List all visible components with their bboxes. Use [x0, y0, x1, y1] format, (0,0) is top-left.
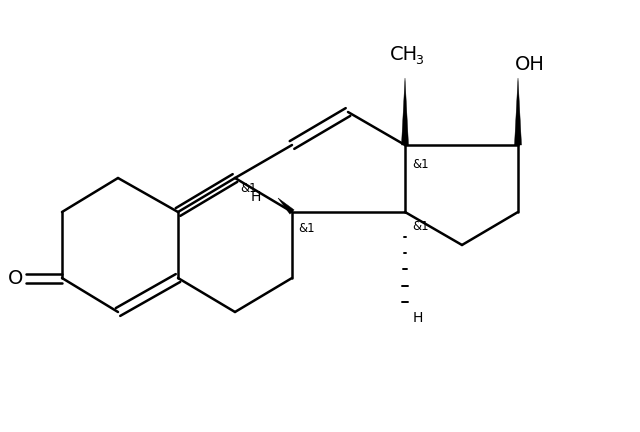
Text: &1: &1	[298, 222, 315, 235]
Polygon shape	[401, 78, 408, 145]
Text: H: H	[413, 311, 423, 325]
Text: CH: CH	[390, 45, 418, 64]
Text: OH: OH	[515, 55, 545, 74]
Polygon shape	[515, 78, 522, 145]
Text: O: O	[8, 269, 24, 288]
Text: &1: &1	[412, 220, 429, 233]
Text: 3: 3	[415, 54, 423, 67]
Text: &1: &1	[412, 158, 429, 171]
Text: H: H	[251, 190, 261, 204]
Text: &1: &1	[240, 182, 257, 195]
Polygon shape	[278, 198, 294, 214]
